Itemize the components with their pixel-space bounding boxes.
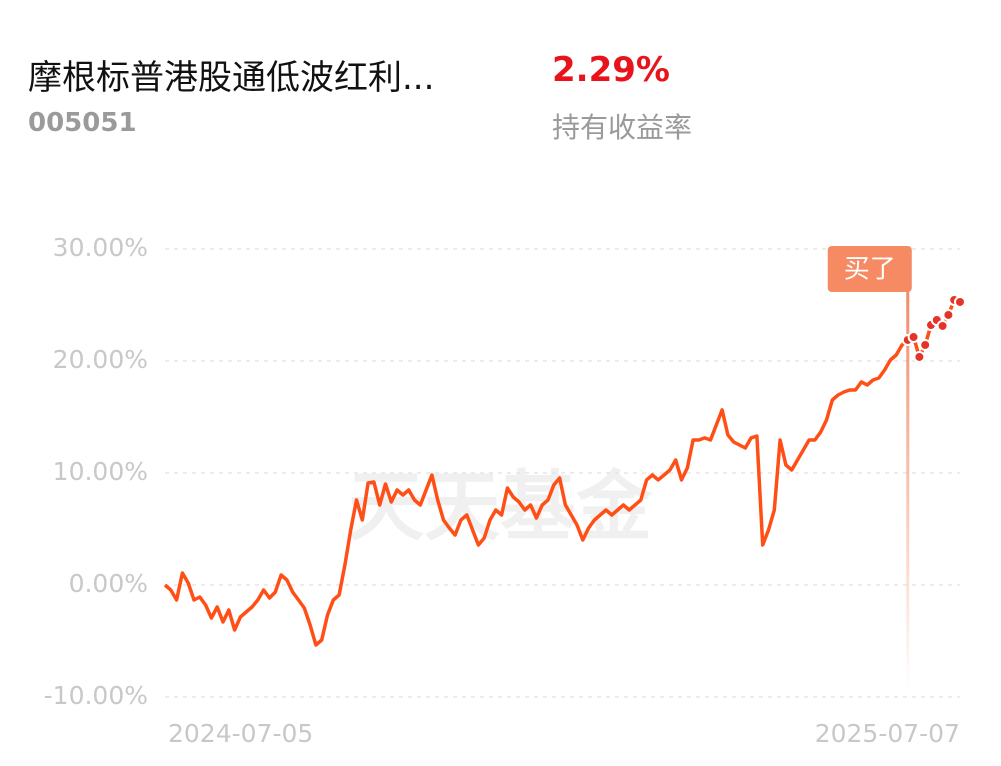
return-label: 持有收益率 (552, 111, 693, 144)
holding-dot (954, 295, 966, 308)
holding-dot (942, 308, 955, 321)
fund-name[interactable]: 摩根标普港股通低波红利... (28, 58, 435, 98)
y-tick-label: 30.00% (53, 233, 148, 262)
price-line (163, 298, 961, 647)
x-tick-label: 2025-07-07 (815, 719, 960, 748)
return-value: 2.29% (552, 50, 670, 90)
holding-dot (919, 338, 932, 351)
holding-dot (936, 319, 949, 332)
y-tick-label: -10.00% (44, 681, 148, 710)
buy-line (906, 290, 910, 690)
buy-tag-text: 买了 (844, 255, 896, 285)
y-tick-label: 10.00% (53, 457, 148, 486)
fund-code: 005051 (28, 108, 137, 138)
holding-dot (913, 350, 926, 363)
holding-dot (907, 331, 920, 344)
buy-tag (827, 246, 912, 292)
y-tick-label: 20.00% (53, 345, 148, 374)
y-tick-label: 0.00% (69, 569, 148, 598)
x-tick-label: 2024-07-05 (168, 719, 313, 748)
watermark: 天天基金 (348, 462, 653, 551)
